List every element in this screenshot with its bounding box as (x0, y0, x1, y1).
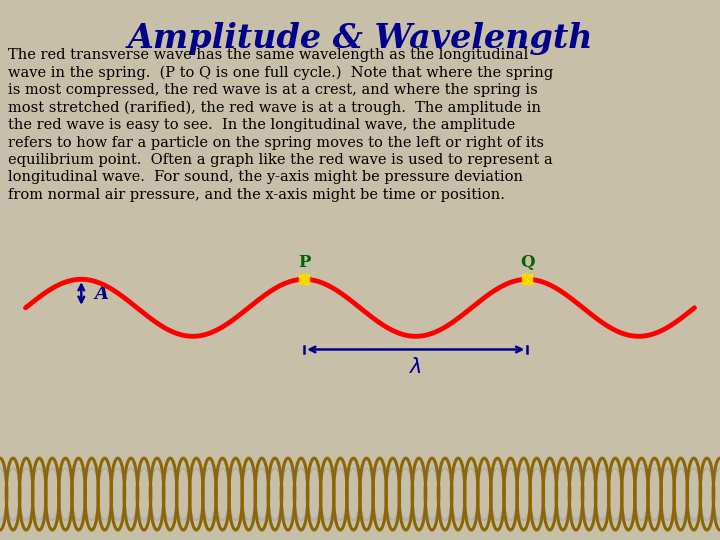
Text: wave in the spring.  (P to Q is one full cycle.)  Note that where the spring: wave in the spring. (P to Q is one full … (8, 65, 553, 80)
Text: is most compressed, the red wave is at a crest, and where the spring is: is most compressed, the red wave is at a… (8, 83, 538, 97)
Text: most stretched (rarified), the red wave is at a trough.  The amplitude in: most stretched (rarified), the red wave … (8, 100, 541, 115)
Text: Q: Q (520, 253, 534, 271)
Text: The red transverse wave has the same wavelength as the longitudinal: The red transverse wave has the same wav… (8, 48, 528, 62)
Text: equilibrium point.  Often a graph like the red wave is used to represent a: equilibrium point. Often a graph like th… (8, 153, 553, 167)
Text: longitudinal wave.  For sound, the y-axis might be pressure deviation: longitudinal wave. For sound, the y-axis… (8, 171, 523, 185)
Text: $\lambda$: $\lambda$ (409, 357, 423, 377)
Text: P: P (298, 253, 310, 271)
Text: A: A (94, 285, 109, 302)
Text: Amplitude & Wavelength: Amplitude & Wavelength (127, 22, 593, 55)
FancyBboxPatch shape (0, 458, 720, 530)
Text: refers to how far a particle on the spring moves to the left or right of its: refers to how far a particle on the spri… (8, 136, 544, 150)
Text: from normal air pressure, and the x-axis might be time or position.: from normal air pressure, and the x-axis… (8, 188, 505, 202)
Text: the red wave is easy to see.  In the longitudinal wave, the amplitude: the red wave is easy to see. In the long… (8, 118, 516, 132)
